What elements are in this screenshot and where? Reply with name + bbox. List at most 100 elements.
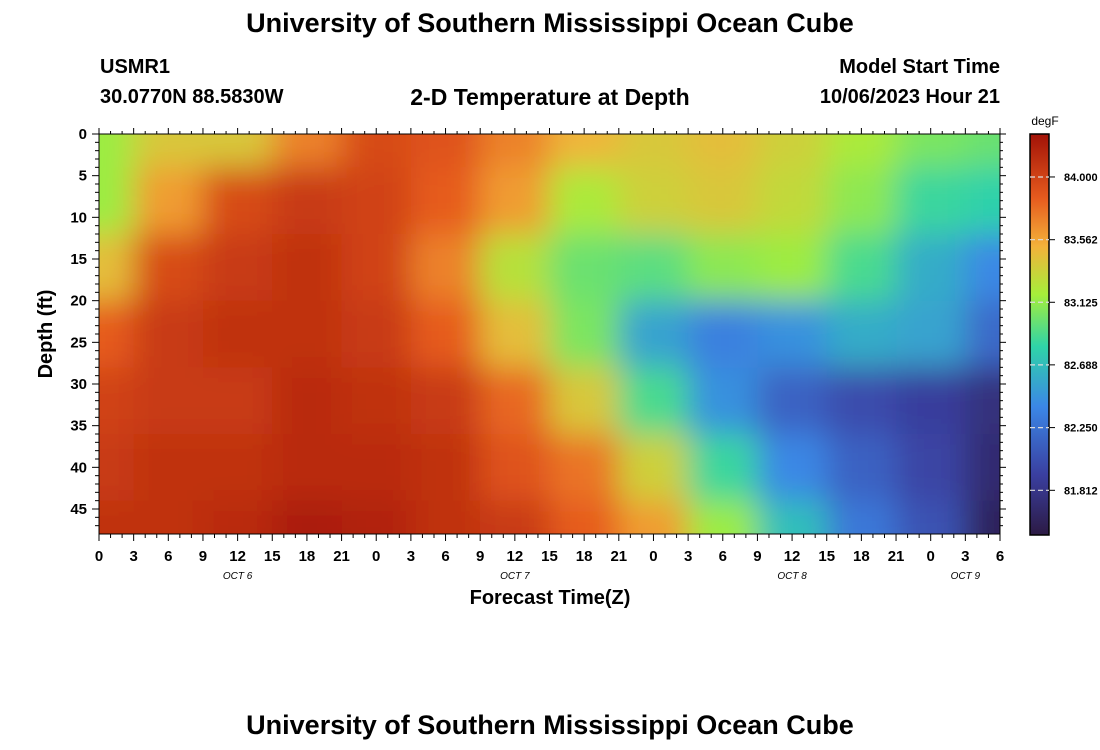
heatmap-cell <box>688 234 758 302</box>
x-tick-label: 6 <box>441 548 449 565</box>
x-tick-label: 6 <box>996 548 1004 565</box>
heatmap-cell <box>272 167 343 235</box>
heatmap-cell <box>618 234 689 302</box>
heatmap-cell <box>826 134 897 168</box>
heatmap-cell <box>688 367 758 435</box>
x-tick-label: 9 <box>199 548 207 565</box>
heatmap-cell <box>272 367 343 435</box>
x-tick-label: 6 <box>164 548 172 565</box>
y-tick-label: 25 <box>70 334 87 351</box>
heatmap-cell <box>757 434 828 502</box>
heatmap-cell <box>202 367 273 435</box>
heatmap-cell <box>618 367 689 435</box>
heatmap-cell <box>341 134 412 168</box>
heatmap-cell <box>896 300 966 368</box>
model-start-label: Model Start Time <box>839 56 1000 78</box>
x-tick-label: 9 <box>476 548 484 565</box>
heatmap-cell <box>549 434 620 502</box>
station-id: USMR1 <box>100 56 171 78</box>
heatmap-cell <box>480 300 550 368</box>
heatmap-cell <box>549 134 620 168</box>
model-start-time: 10/06/2023 Hour 21 <box>819 86 1000 108</box>
heatmap-cell <box>480 134 550 168</box>
heatmap-cell <box>99 300 135 368</box>
heatmap-cell <box>549 500 620 534</box>
heatmap-cell <box>480 234 550 302</box>
x-tick-label: 9 <box>753 548 761 565</box>
heatmap-cell <box>99 367 135 435</box>
x-tick-label: 6 <box>719 548 727 565</box>
heatmap-cell <box>965 234 1000 302</box>
heatmap-cell <box>202 500 273 534</box>
heatmap-cell <box>896 500 966 534</box>
heatmap-cell <box>202 234 273 302</box>
x-tick-label: 0 <box>372 548 380 565</box>
heatmap-cell <box>480 500 550 534</box>
heatmap-cell <box>341 367 412 435</box>
x-tick-label: 0 <box>927 548 935 565</box>
x-tick-label: 3 <box>129 548 137 565</box>
y-axis: 0 5 10 15 20 25 30 35 40 45 <box>70 126 1006 527</box>
heatmap-cell <box>549 367 620 435</box>
heatmap-cell <box>757 500 828 534</box>
heatmap-cell <box>826 500 897 534</box>
heatmap-cell <box>99 134 135 168</box>
heatmap-cell <box>341 434 412 502</box>
y-tick-label: 15 <box>70 251 87 268</box>
heatmap-cell <box>618 434 689 502</box>
y-tick-label: 30 <box>70 376 87 393</box>
heatmap-cell <box>133 434 204 502</box>
colorbar <box>1029 133 1050 536</box>
heatmap-cell <box>480 367 550 435</box>
x-tick-label: 18 <box>299 548 316 565</box>
heatmap-cell <box>202 167 273 235</box>
heatmap-cell <box>99 234 135 302</box>
heatmap-cell <box>99 434 135 502</box>
colorbar-unit: degF <box>1031 114 1058 128</box>
x-tick-label: 12 <box>229 548 246 565</box>
colorbar-tick-label: 83.562 <box>1064 235 1098 247</box>
heatmap-cell <box>618 500 689 534</box>
heatmap-cell <box>688 134 758 168</box>
date-label: OCT 7 <box>500 571 530 582</box>
heatmap-cell <box>826 434 897 502</box>
heatmap-cell <box>133 500 204 534</box>
heatmap-cell <box>826 367 897 435</box>
heatmap-field <box>99 134 1000 534</box>
heatmap-cell <box>133 167 204 235</box>
heatmap-cell <box>410 434 481 502</box>
y-tick-label: 40 <box>70 459 87 476</box>
heatmap-cell <box>133 367 204 435</box>
heatmap-cell <box>272 234 343 302</box>
x-tick-label: 15 <box>818 548 835 565</box>
footer-title: University of Southern Mississippi Ocean… <box>246 710 854 740</box>
heatmap-cell <box>99 500 135 534</box>
heatmap-cell <box>549 300 620 368</box>
heatmap-cell <box>618 167 689 235</box>
x-tick-label: 18 <box>576 548 593 565</box>
heatmap-cell <box>341 234 412 302</box>
heatmap-cell <box>826 167 897 235</box>
heatmap-cell <box>133 234 204 302</box>
x-axis-label: Forecast Time(Z) <box>470 587 631 609</box>
heatmap-cell <box>965 134 1000 168</box>
heatmap-cell <box>757 167 828 235</box>
x-tick-label: 21 <box>333 548 350 565</box>
heatmap-cell <box>618 134 689 168</box>
x-tick-label: 3 <box>684 548 692 565</box>
heatmap-cell <box>133 134 204 168</box>
x-tick-label: 21 <box>610 548 627 565</box>
x-tick-label: 12 <box>784 548 801 565</box>
heatmap-cell <box>688 500 758 534</box>
heatmap-cell <box>410 300 481 368</box>
heatmap-cell <box>410 500 481 534</box>
heatmap-cell <box>896 434 966 502</box>
heatmap-cell <box>341 167 412 235</box>
heatmap-cell <box>202 300 273 368</box>
heatmap-cell <box>480 434 550 502</box>
heatmap-cell <box>99 167 135 235</box>
heatmap-cell <box>688 434 758 502</box>
y-tick-label: 10 <box>70 209 87 226</box>
heatmap-cell <box>826 234 897 302</box>
